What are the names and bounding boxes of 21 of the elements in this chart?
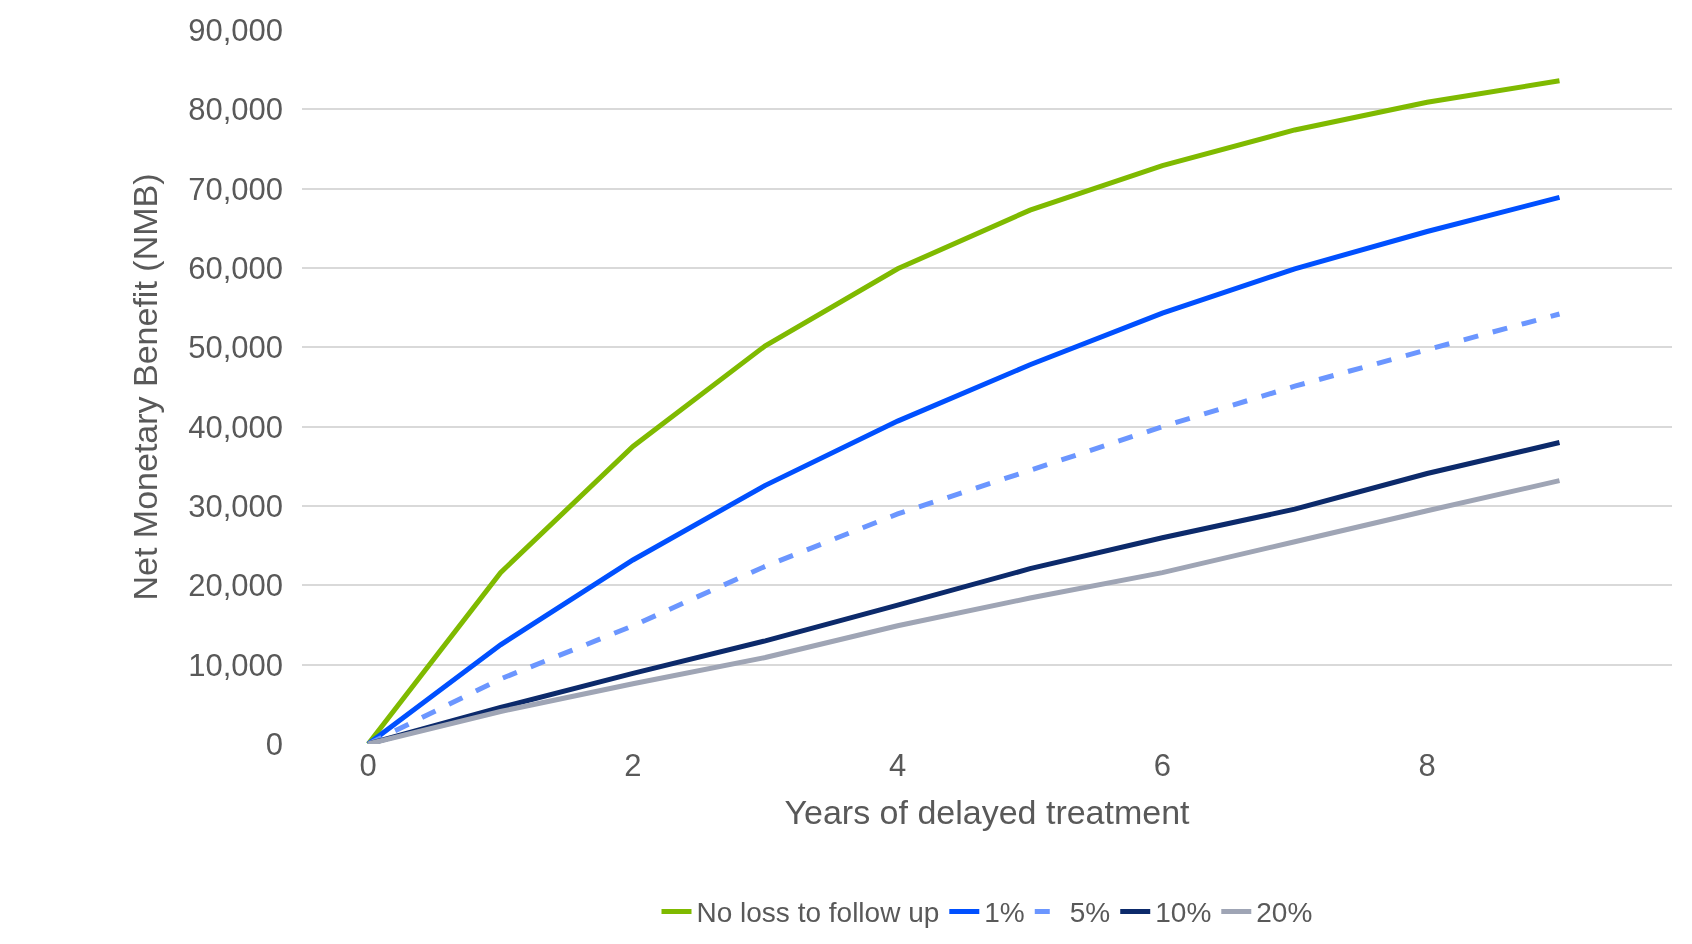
x-tick-label: 0: [359, 748, 377, 783]
x-tick-label: 2: [624, 748, 642, 783]
y-tick-label: 30,000: [188, 488, 283, 524]
y-tick-label: 80,000: [188, 92, 283, 128]
y-axis-title: Net Monetary Benefit (NMB): [125, 173, 164, 601]
y-tick-label: 20,000: [188, 568, 283, 604]
x-tick-label: 8: [1418, 748, 1436, 783]
legend-label: No loss to follow up: [696, 897, 940, 929]
y-tick-label: 40,000: [188, 409, 283, 445]
y-tick-label: 10,000: [188, 647, 283, 683]
x-tick-label: 6: [1153, 748, 1172, 783]
x-tick-label: 4: [889, 748, 907, 783]
y-tick-label: 90,000: [188, 12, 283, 48]
legend-label: 5%: [1069, 897, 1111, 929]
y-tick-label: 50,000: [188, 330, 283, 366]
legend-label: 10%: [1155, 897, 1212, 929]
x-axis-title: Years of delayed treatment: [784, 793, 1191, 832]
legend-label: 20%: [1256, 897, 1313, 929]
y-tick-label: 60,000: [188, 250, 283, 286]
legend-label: 1%: [984, 897, 1025, 929]
y-tick-label: 70,000: [188, 171, 283, 207]
